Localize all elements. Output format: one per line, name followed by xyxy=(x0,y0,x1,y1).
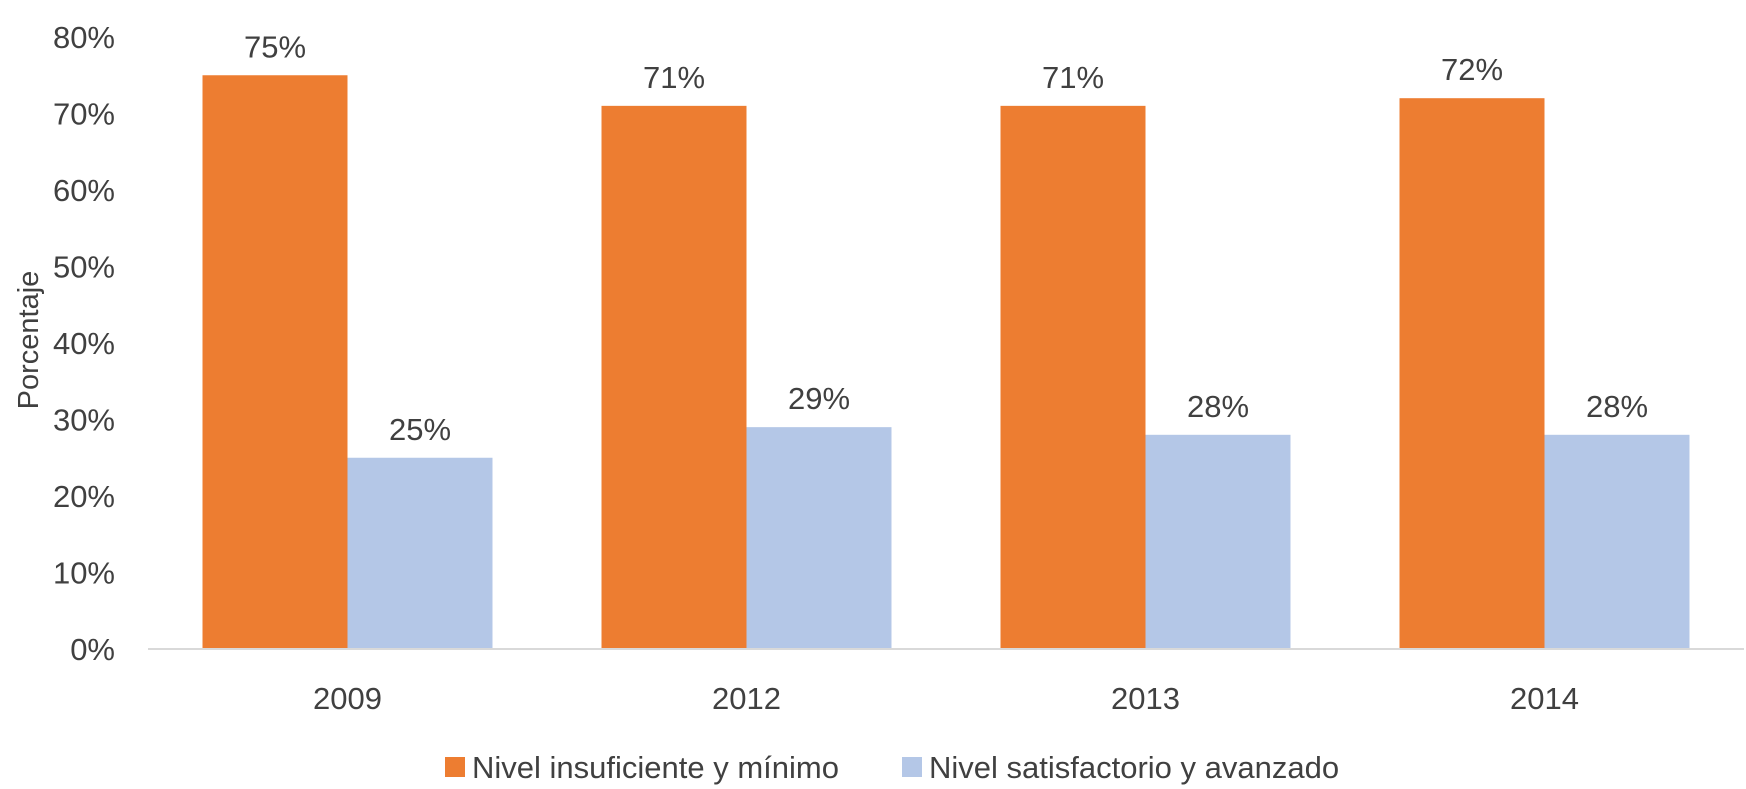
x-axis-ticks: 2009 2012 2013 2014 xyxy=(313,681,1579,716)
legend-label-series-1: Nivel insuficiente y mínimo xyxy=(472,750,839,785)
data-label: 71% xyxy=(643,60,705,95)
bar-series-2-2013 xyxy=(1145,434,1291,649)
data-label: 29% xyxy=(788,381,850,416)
data-label: 28% xyxy=(1586,389,1648,424)
y-tick-label: 0% xyxy=(70,632,115,667)
y-tick-label: 70% xyxy=(53,97,115,132)
y-axis-title: Porcentaje xyxy=(13,271,45,410)
y-tick-label: 40% xyxy=(53,326,115,361)
x-tick-label: 2014 xyxy=(1510,681,1579,716)
data-label: 71% xyxy=(1042,60,1104,95)
bar-series-1-2012 xyxy=(601,105,747,650)
y-tick-label: 60% xyxy=(53,173,115,208)
y-axis-ticks: 0% 10% 20% 30% 40% 50% 60% 70% 80% xyxy=(53,20,115,667)
y-tick-label: 20% xyxy=(53,479,115,514)
bar-series-1-2013 xyxy=(1000,105,1146,650)
data-label: 75% xyxy=(244,29,306,64)
bar-series-2-2009 xyxy=(347,457,493,649)
y-tick-label: 30% xyxy=(53,403,115,438)
bar-series-2-2014 xyxy=(1544,434,1690,649)
x-tick-label: 2013 xyxy=(1111,681,1180,716)
x-tick-label: 2009 xyxy=(313,681,382,716)
legend-swatch-series-1 xyxy=(445,757,465,777)
bars-group: 75% 25% 71% 29% 71% 28% 72% 28% xyxy=(202,29,1690,650)
data-label: 28% xyxy=(1187,389,1249,424)
data-label: 25% xyxy=(389,412,451,447)
legend-label-series-2: Nivel satisfactorio y avanzado xyxy=(929,750,1339,785)
y-tick-label: 80% xyxy=(53,20,115,55)
data-label: 72% xyxy=(1441,52,1503,87)
legend: Nivel insuficiente y mínimo Nivel satisf… xyxy=(445,750,1339,785)
bar-series-1-2014 xyxy=(1399,98,1545,649)
bar-series-2-2012 xyxy=(746,427,892,649)
y-tick-label: 50% xyxy=(53,250,115,285)
legend-swatch-series-2 xyxy=(902,757,922,777)
x-tick-label: 2012 xyxy=(712,681,781,716)
y-tick-label: 10% xyxy=(53,556,115,591)
bar-series-1-2009 xyxy=(202,75,348,649)
